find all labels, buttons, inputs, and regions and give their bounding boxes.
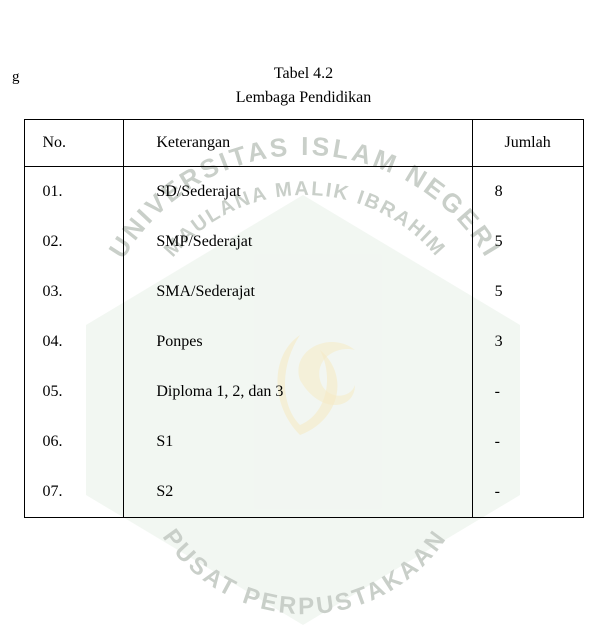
- watermark-bottom-text: PUSAT PERPUSTAKAAN: [157, 524, 453, 620]
- cell-no: 07.: [25, 467, 124, 517]
- cell-no: 01.: [25, 167, 124, 217]
- page-top-fragment: g: [12, 69, 20, 86]
- cell-no: 02.: [25, 217, 124, 267]
- table-body-row: 01. 02. 03. 04. 05. 06. 07. SD/Sederajat…: [24, 167, 583, 518]
- table-header-row: No. Keterangan Jumlah: [24, 120, 583, 167]
- cell-keterangan: S1: [124, 417, 471, 467]
- cell-jumlah: 5: [473, 267, 583, 317]
- header-no: No.: [24, 120, 124, 167]
- header-keterangan: Keterangan: [124, 120, 472, 167]
- cell-keterangan: Ponpes: [124, 317, 471, 367]
- cell-keterangan: SMA/Sederajat: [124, 267, 471, 317]
- cell-jumlah: 8: [473, 167, 583, 217]
- cell-no: 05.: [25, 367, 124, 417]
- cell-jumlah: -: [473, 367, 583, 417]
- cell-keterangan: Diploma 1, 2, dan 3: [124, 367, 471, 417]
- table-subtitle: Lembaga Pendidikan: [0, 89, 607, 107]
- cell-no: 04.: [25, 317, 124, 367]
- table-title: Tabel 4.2: [0, 65, 607, 83]
- svg-text:PUSAT PERPUSTAKAAN: PUSAT PERPUSTAKAAN: [157, 524, 453, 620]
- cell-jumlah: -: [473, 467, 583, 517]
- cell-no: 03.: [25, 267, 124, 317]
- cell-jumlah: 3: [473, 317, 583, 367]
- cell-keterangan: SMP/Sederajat: [124, 217, 471, 267]
- cell-no: 06.: [25, 417, 124, 467]
- cell-jumlah: 5: [473, 217, 583, 267]
- education-table: No. Keterangan Jumlah 01. 02. 03. 04. 05…: [24, 119, 584, 518]
- header-jumlah: Jumlah: [472, 120, 583, 167]
- cell-keterangan: S2: [124, 467, 471, 517]
- cell-jumlah: -: [473, 417, 583, 467]
- cell-keterangan: SD/Sederajat: [124, 167, 471, 217]
